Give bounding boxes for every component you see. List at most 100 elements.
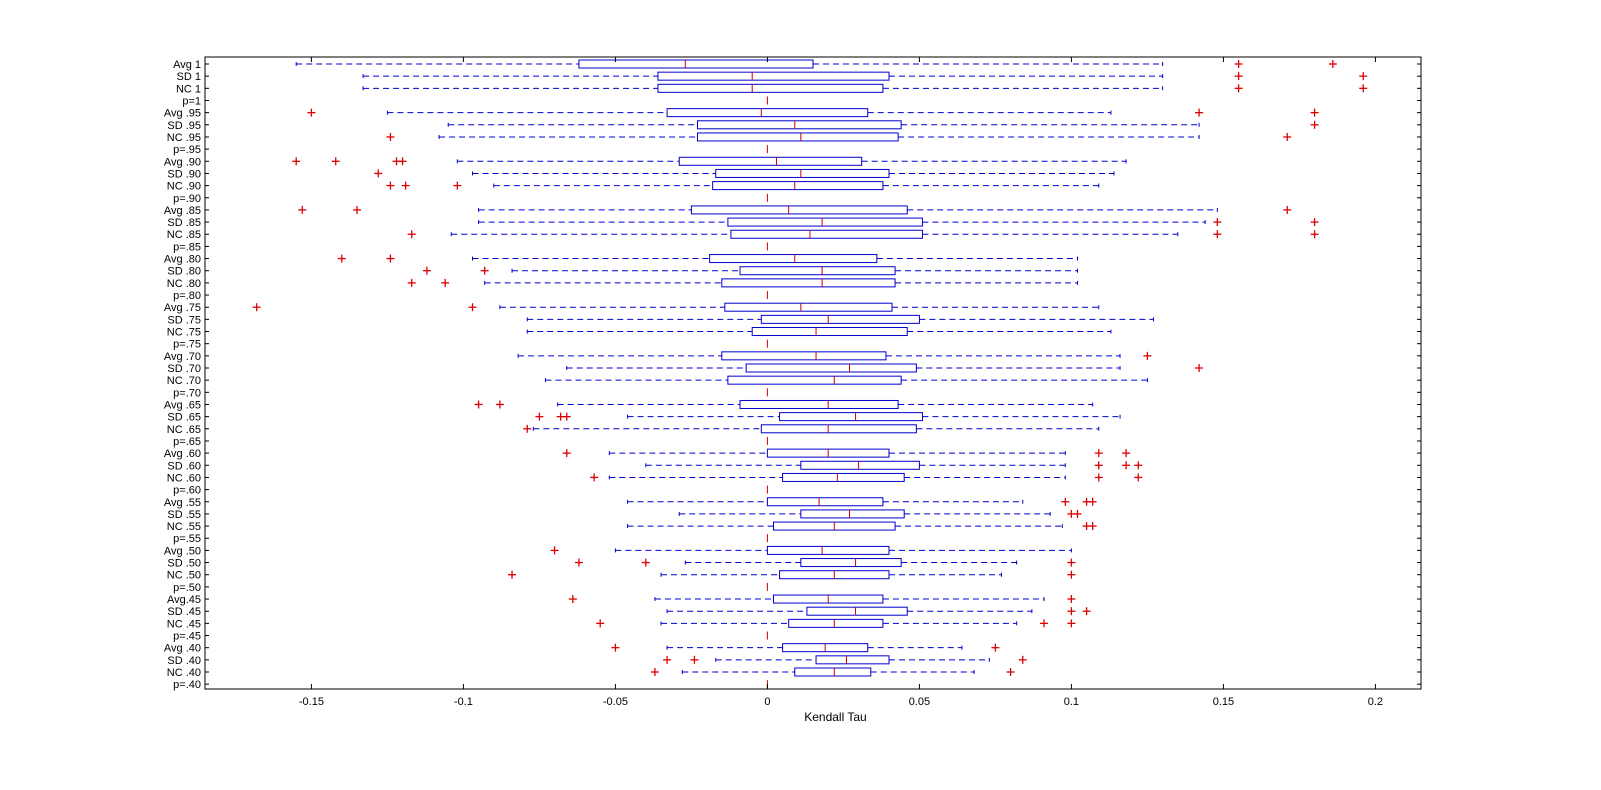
box-group	[535, 412, 1121, 422]
box-group	[596, 618, 1076, 628]
x-tick-label: 0	[764, 696, 770, 708]
y-tick-label: p=.40	[173, 679, 201, 691]
y-tick-label: Avg .75	[164, 302, 201, 314]
outlier-marker	[1067, 595, 1076, 604]
box-group	[474, 399, 1094, 409]
outlier-marker	[474, 400, 483, 409]
outlier-marker	[611, 643, 620, 652]
box-group	[386, 132, 1292, 142]
box-group	[252, 302, 1100, 312]
outlier-marker	[407, 278, 416, 287]
box-group	[517, 351, 1152, 361]
outlier-marker	[331, 157, 340, 166]
y-tick-label: NC .50	[167, 570, 201, 582]
y-tick-label: Avg .70	[164, 351, 201, 363]
outlier-marker	[1067, 558, 1076, 567]
outlier-marker	[1094, 461, 1103, 470]
y-tick-label: SD .45	[167, 606, 201, 618]
outlier-marker	[568, 595, 577, 604]
y-tick-label: SD .75	[167, 314, 201, 326]
y-tick-label: p=.60	[173, 485, 201, 497]
y-tick-label: SD .85	[167, 217, 201, 229]
outlier-marker	[1088, 522, 1097, 531]
iqr-box	[696, 120, 902, 130]
outlier-marker	[1040, 619, 1049, 628]
y-tick-label: Avg.45	[167, 594, 201, 606]
outlier-marker	[596, 619, 605, 628]
iqr-box	[727, 375, 902, 385]
outlier-marker	[1213, 230, 1222, 239]
outlier-marker	[1088, 497, 1097, 506]
box-group	[362, 83, 1368, 93]
box-group	[526, 314, 1154, 324]
iqr-box	[745, 363, 917, 373]
box-group	[407, 278, 1078, 288]
box-group	[307, 108, 1319, 118]
y-tick-label: SD .90	[167, 168, 201, 180]
x-tick-label: -0.15	[299, 696, 324, 708]
box-group	[590, 472, 1143, 482]
iqr-box	[800, 460, 920, 470]
outlier-marker	[1195, 364, 1204, 372]
outlier-marker	[523, 424, 532, 433]
y-tick-label: Avg .80	[164, 254, 201, 266]
box-group	[295, 59, 1337, 69]
x-tick-label: -0.1	[454, 696, 473, 708]
outlier-marker	[590, 473, 599, 482]
outlier-marker	[574, 558, 583, 567]
box-group	[407, 229, 1319, 239]
box-group	[678, 509, 1082, 519]
box-group	[374, 168, 1115, 178]
box-group	[526, 327, 1112, 337]
iqr-box	[657, 83, 884, 93]
box-group	[666, 606, 1091, 616]
y-tick-label: p=.45	[173, 631, 201, 643]
outlier-marker	[1283, 205, 1292, 214]
box-group	[337, 254, 1078, 264]
box-group	[562, 448, 1131, 458]
outlier-marker	[1310, 108, 1319, 117]
x-tick-label: 0.2	[1368, 696, 1383, 708]
y-tick-label: NC .70	[167, 375, 201, 387]
y-tick-label: SD .80	[167, 266, 201, 278]
y-tick-label: p=.55	[173, 533, 201, 545]
outlier-marker	[398, 157, 407, 166]
outlier-marker	[1122, 449, 1131, 458]
y-tick-label: p=.85	[173, 241, 201, 253]
y-tick-label: NC .80	[167, 278, 201, 290]
y-tick-label: SD .55	[167, 509, 201, 521]
outlier-marker	[641, 558, 650, 567]
outlier-marker	[252, 303, 261, 312]
iqr-box	[782, 472, 905, 482]
box-group	[663, 655, 1027, 665]
outlier-marker	[298, 205, 307, 214]
iqr-box	[578, 59, 814, 69]
y-tick-label: p=.70	[173, 387, 201, 399]
box-group	[650, 667, 1015, 677]
iqr-box	[730, 229, 923, 239]
outlier-marker	[1195, 108, 1204, 117]
outlier-marker	[1310, 218, 1319, 227]
y-tick-label: Avg .95	[164, 108, 201, 120]
iqr-box	[739, 266, 896, 276]
y-tick-label: p=.90	[173, 193, 201, 205]
iqr-box	[739, 399, 899, 409]
iqr-box	[715, 168, 890, 178]
outlier-marker	[386, 181, 395, 190]
outlier-marker	[1359, 72, 1368, 81]
outlier-marker	[353, 205, 361, 214]
y-tick-label: NC .65	[167, 424, 201, 436]
y-tick-label: p=.50	[173, 582, 201, 594]
box-group	[362, 71, 1368, 81]
box-group	[645, 460, 1143, 470]
iqr-box	[751, 327, 908, 337]
iqr-box	[690, 205, 908, 215]
y-tick-label: NC .85	[167, 229, 201, 241]
outlier-marker	[386, 254, 395, 263]
y-tick-label: NC 1	[176, 83, 201, 95]
y-tick-label: Avg .60	[164, 448, 201, 460]
y-tick-label: p=.65	[173, 436, 201, 448]
box-group	[568, 594, 1076, 604]
box-group	[544, 375, 1148, 385]
y-tick-label: NC .45	[167, 618, 201, 630]
